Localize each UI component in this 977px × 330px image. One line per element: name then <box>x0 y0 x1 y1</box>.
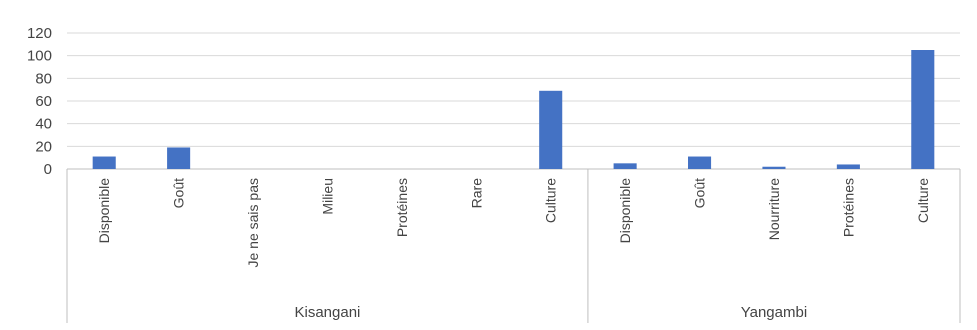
x-tick-label: Disponible <box>96 178 112 244</box>
y-tick-label: 40 <box>35 116 52 133</box>
y-tick-label: 0 <box>44 161 52 178</box>
y-tick-label: 100 <box>27 48 52 65</box>
x-tick-label: Milieu <box>319 178 335 215</box>
bar <box>836 164 860 169</box>
bar <box>613 163 637 169</box>
x-tick-label: Protéines <box>394 178 410 237</box>
gridlines <box>67 32 960 170</box>
y-tick-label: 80 <box>35 70 52 87</box>
group-label: Yangambi <box>741 304 807 321</box>
x-tick-label: Rare <box>468 178 484 209</box>
bar <box>688 156 712 169</box>
bar <box>92 156 116 169</box>
x-tick-label: Protéines <box>840 178 856 237</box>
y-tick-label: 60 <box>35 93 52 110</box>
y-axis: 0 20 40 60 80 100 120 <box>27 25 52 178</box>
bar <box>167 147 191 169</box>
x-tick-label: Goût <box>171 178 187 208</box>
bars <box>92 50 935 169</box>
x-tick-label: Je ne sais pas <box>245 178 261 268</box>
x-axis: Disponible Goût Je ne sais pas Milieu Protéi… <box>66 169 961 323</box>
group-label: Kisangani <box>295 304 361 321</box>
x-tick-label: Goût <box>692 178 708 208</box>
bar <box>911 50 935 169</box>
y-tick-label: 20 <box>35 138 52 155</box>
x-tick-label: Disponible <box>617 178 633 244</box>
x-tick-label: Nourriture <box>766 178 782 240</box>
bar <box>762 166 786 169</box>
y-tick-label: 120 <box>27 25 52 42</box>
bar <box>539 90 563 169</box>
x-tick-label: Culture <box>543 178 559 223</box>
x-tick-label: Culture <box>915 178 931 223</box>
